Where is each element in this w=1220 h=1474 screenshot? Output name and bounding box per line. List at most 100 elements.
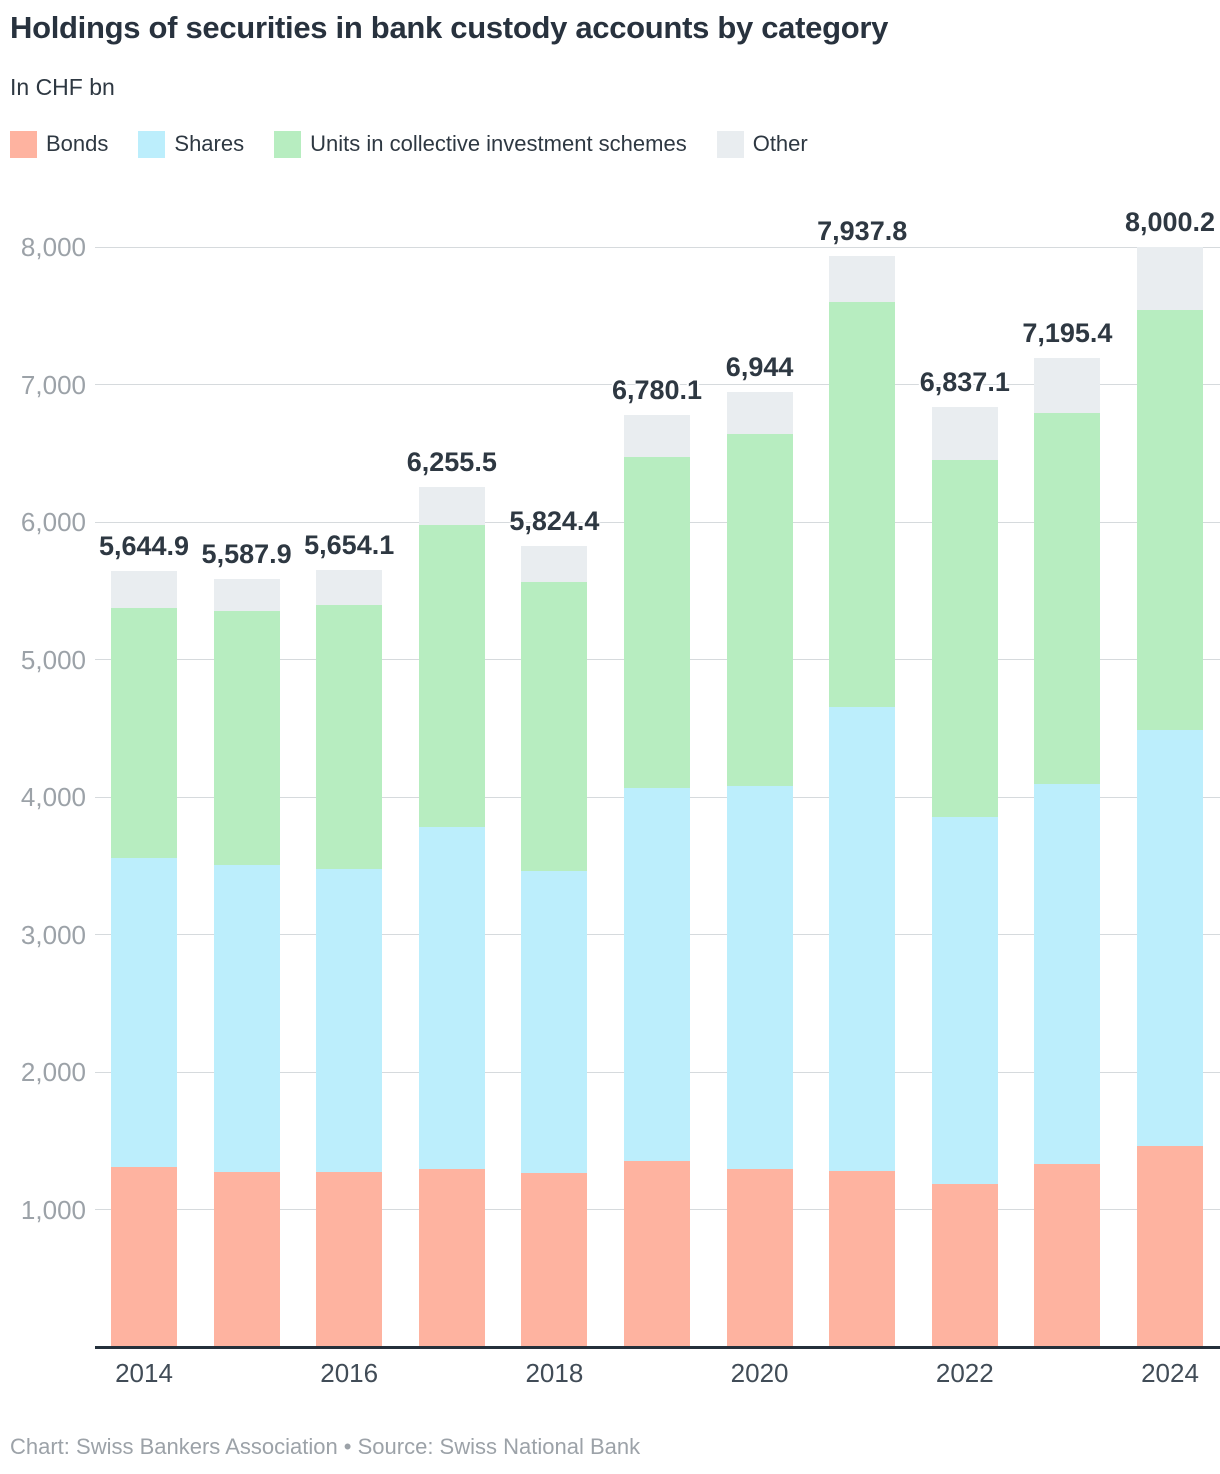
bar-segment-bonds-2019 [624,1161,690,1347]
shares-swatch-icon [138,130,166,158]
bar-segment-units-2024 [1137,309,1203,731]
y-axis-tick-label: 4,000 [20,782,86,812]
bar-segment-other-2014 [111,570,177,609]
bar-total-label-2023: 7,195.4 [1022,317,1113,348]
bar-segment-units-2022 [931,460,998,817]
bar-segment-shares-2021 [829,706,896,1171]
legend-label: Bonds [46,131,109,156]
bar-2022 [931,406,998,1347]
gridline-8000 [95,246,1220,248]
bar-total-label-2020: 6,944 [725,352,794,383]
legend-item-units: Units in collective investment schemes [274,130,687,158]
bar-segment-shares-2019 [624,788,690,1162]
bar-total-label-2019: 6,780.1 [611,374,703,405]
legend-label: Other [752,131,808,156]
bar-segment-bonds-2021 [829,1170,896,1347]
bar-segment-shares-2023 [1034,783,1101,1164]
x-axis-tick-label-2014: 2014 [115,1358,173,1388]
bonds-swatch-icon [10,130,37,158]
bar-segment-shares-2022 [931,816,998,1184]
bar-segment-units-2021 [829,302,896,707]
bar-segment-other-2018 [521,546,588,583]
bar-segment-units-2020 [726,433,793,786]
bar-total-label-2015: 5,587.9 [201,538,292,569]
bar-total-label-2016: 5,654.1 [304,529,395,560]
x-axis-line [95,1345,1220,1349]
bar-2019 [624,414,690,1347]
bar-segment-other-2017 [418,486,485,525]
bar-segment-other-2024 [1137,246,1203,310]
gridline-7000 [95,384,1220,385]
bar-segment-shares-2016 [316,869,383,1172]
bar-segment-shares-2018 [521,870,588,1173]
bar-segment-units-2018 [521,582,588,871]
x-axis-tick-label-2022: 2022 [935,1358,994,1388]
bar-total-label-2018: 5,824.4 [509,506,600,537]
bar-segment-bonds-2016 [316,1171,383,1347]
bar-segment-units-2014 [111,608,177,859]
chart-subtitle: In CHF bn [10,74,115,100]
legend-label: Units in collective investment schemes [310,131,687,156]
bar-segment-other-2021 [829,255,896,303]
legend-label: Shares [174,131,245,156]
legend-item-shares: Shares [138,130,245,158]
bar-segment-bonds-2022 [931,1183,998,1347]
x-axis-tick-label-2020: 2020 [730,1358,789,1388]
y-axis-tick-label: 6,000 [20,507,86,537]
bar-2021 [829,255,896,1347]
bar-total-label-2022: 6,837.1 [919,366,1010,397]
chart-footer-credits: Chart: Swiss Bankers Association • Sourc… [10,1434,641,1459]
bar-segment-bonds-2018 [521,1172,588,1347]
bar-2018 [521,546,588,1347]
bar-segment-shares-2020 [726,786,793,1170]
bar-segment-other-2016 [316,569,383,605]
bar-segment-other-2015 [213,578,280,611]
bar-segment-units-2023 [1034,413,1101,784]
other-swatch-icon [716,130,744,158]
y-axis-tick-label: 7,000 [20,369,86,400]
bar-2014 [111,570,177,1347]
bar-segment-units-2015 [213,610,280,866]
bar-2020 [726,392,793,1347]
bar-segment-bonds-2017 [418,1168,485,1347]
x-axis-tick-label-2024: 2024 [1141,1358,1199,1388]
bar-segment-other-2023 [1034,357,1101,414]
bar-total-label-2017: 6,255.5 [406,446,497,477]
bar-segment-units-2019 [624,456,690,789]
y-axis-tick-label: 2,000 [20,1057,86,1087]
bar-segment-shares-2024 [1137,730,1203,1147]
chart-title: Holdings of securities in bank custody a… [10,10,889,45]
bar-2017 [418,486,485,1347]
bar-2023 [1034,357,1101,1347]
x-axis-tick-label-2018: 2018 [525,1358,584,1388]
bar-segment-shares-2015 [213,865,280,1173]
bar-2016 [316,569,383,1347]
bar-segment-bonds-2023 [1034,1163,1101,1347]
bar-2015 [213,578,280,1347]
bar-segment-other-2020 [726,392,793,434]
y-axis-tick-label: 1,000 [20,1194,86,1225]
legend-item-bonds: Bonds [10,130,109,158]
bar-segment-shares-2017 [418,826,485,1169]
bar-segment-bonds-2014 [111,1166,177,1347]
x-axis-tick-label-2016: 2016 [320,1358,379,1388]
bar-segment-bonds-2015 [213,1172,280,1347]
bar-total-label-2021: 7,937.8 [817,215,908,246]
units-swatch-icon [274,130,302,158]
bar-segment-bonds-2020 [726,1169,793,1347]
bar-2024 [1137,246,1203,1347]
y-axis-tick-label: 3,000 [20,919,86,950]
legend: Bonds Shares Units in collective investm… [10,130,838,158]
bar-segment-shares-2014 [111,858,177,1167]
bar-total-label-2024: 8,000.2 [1124,206,1216,237]
bar-segment-units-2016 [316,604,383,870]
legend-item-other: Other [716,130,808,158]
y-axis-tick-label: 5,000 [20,644,86,675]
bar-segment-other-2022 [931,406,998,461]
y-axis-tick-label: 8,000 [20,232,86,262]
bar-segment-other-2019 [624,414,690,457]
bar-segment-units-2017 [418,524,485,827]
bar-total-label-2014: 5,644.9 [98,530,190,561]
bar-segment-bonds-2024 [1137,1146,1203,1347]
